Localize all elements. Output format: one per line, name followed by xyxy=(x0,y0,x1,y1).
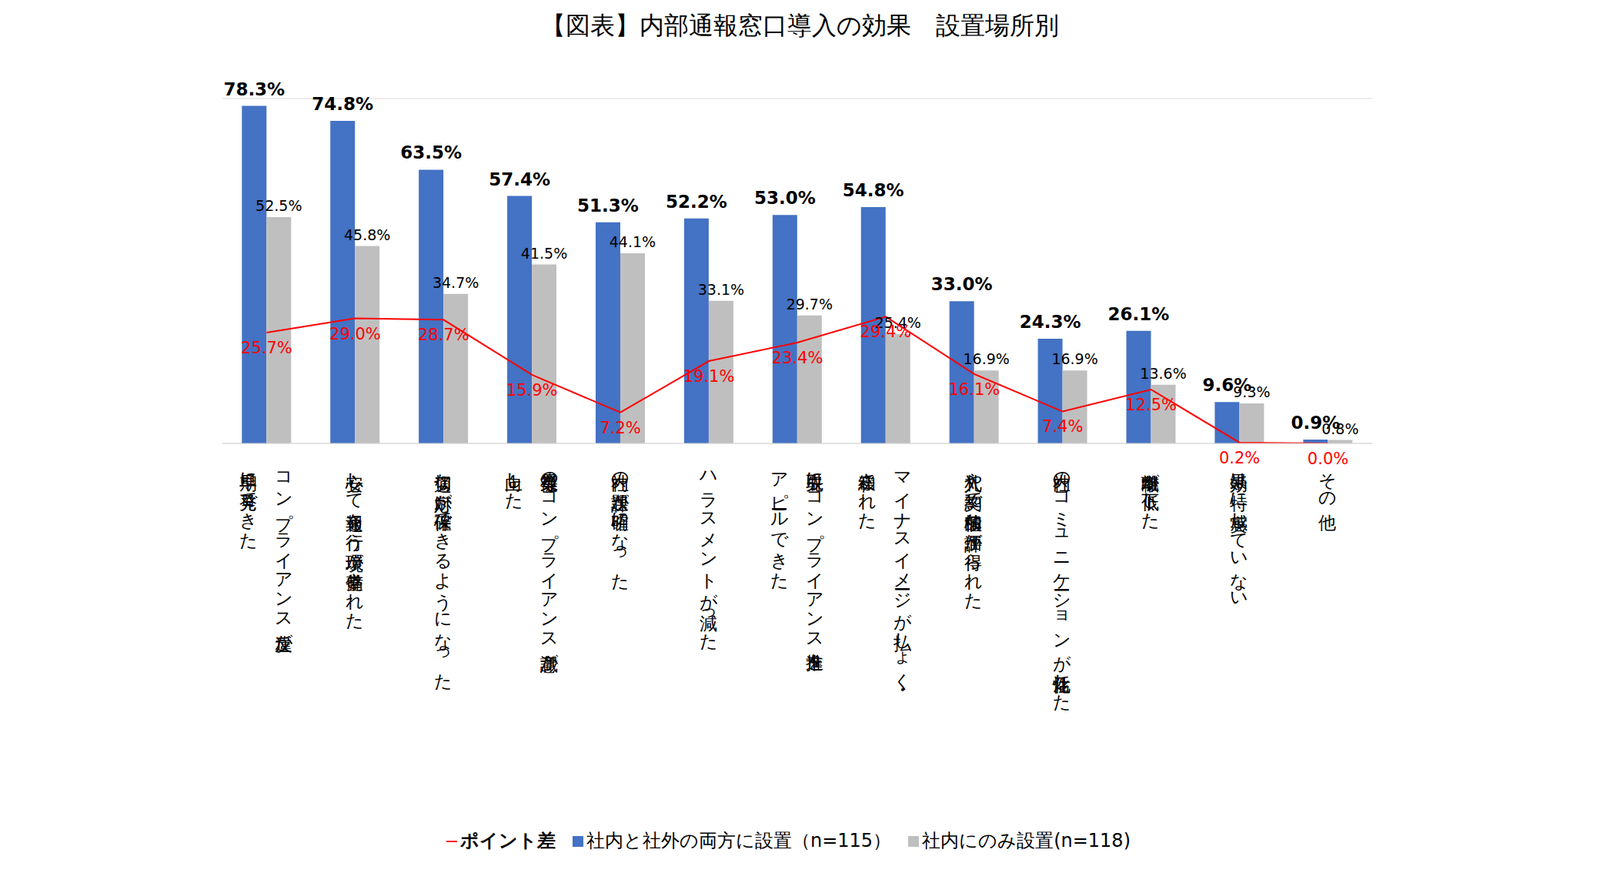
svg-text:従業員等のコンプライアンス意識が: 従業員等のコンプライアンス意識が xyxy=(539,460,560,674)
svg-text:ハラスメントが減った: ハラスメントが減った xyxy=(698,460,719,651)
svg-text:9.3%: 9.3% xyxy=(1232,383,1270,401)
svg-text:25.7%: 25.7% xyxy=(240,338,293,358)
svg-text:57.4%: 57.4% xyxy=(488,169,551,190)
html-text:【図表】内部通報窓口導入の効果 設置場所別: 【図表】内部通報窓口導入の効果 設置場所別 xyxy=(541,10,1059,41)
svg-text:16.9%: 16.9% xyxy=(1051,350,1098,368)
svg-text:取引先にコンプライアンス推進を: 取引先にコンプライアンス推進を xyxy=(805,460,826,672)
html-text:社内と社外の両方に設置（n=115）: 社内と社外の両方に設置（n=115） xyxy=(586,829,892,852)
svg-text:53.0%: 53.0% xyxy=(754,187,816,208)
svg-text:適切な対応が確保できるようになった: 適切な対応が確保できるようになった xyxy=(433,460,454,691)
svg-text:マイナスイメージが払しょく・: マイナスイメージが払しょく・ xyxy=(893,460,914,692)
svg-text:74.8%: 74.8% xyxy=(311,93,374,114)
svg-text:0.0%: 0.0% xyxy=(1307,449,1349,468)
svg-text:34.7%: 34.7% xyxy=(432,273,479,291)
svg-text:社内の課題が明確になった: 社内の課題が明確になった xyxy=(610,460,631,591)
svg-text:29.4%: 29.4% xyxy=(860,322,912,341)
svg-text:78.3%: 78.3% xyxy=(223,79,285,100)
html-text:ポイント差: ポイント差 xyxy=(460,829,556,852)
svg-text:緩和された: 緩和された xyxy=(858,460,879,530)
svg-text:離職率が低下した: 離職率が低下した xyxy=(1141,460,1162,530)
svg-text:16.1%: 16.1% xyxy=(948,380,1000,399)
svg-text:向上した: 向上した xyxy=(504,460,525,510)
svg-text:0.9%: 0.9% xyxy=(1291,412,1341,433)
svg-text:29.0%: 29.0% xyxy=(329,324,381,344)
svg-text:7.2%: 7.2% xyxy=(599,418,641,438)
svg-text:9.6%: 9.6% xyxy=(1202,374,1252,395)
svg-text:13.6%: 13.6% xyxy=(1139,364,1186,382)
svg-text:29.7%: 29.7% xyxy=(786,295,833,313)
svg-text:16.9%: 16.9% xyxy=(962,350,1009,368)
svg-text:0.2%: 0.2% xyxy=(1219,448,1260,468)
svg-text:33.1%: 33.1% xyxy=(698,280,745,298)
svg-text:12.5%: 12.5% xyxy=(1125,395,1177,415)
svg-text:33.0%: 33.0% xyxy=(931,273,993,294)
svg-text:28.7%: 28.7% xyxy=(417,325,470,345)
svg-text:0.8%: 0.8% xyxy=(1321,420,1359,438)
svg-text:41.5%: 41.5% xyxy=(521,244,568,262)
svg-text:7.4%: 7.4% xyxy=(1042,417,1083,436)
svg-text:社内のコミュニケーションが活性化した: 社内のコミュニケーションが活性化した xyxy=(1052,460,1073,712)
svg-text:早期に発見できた: 早期に発見できた xyxy=(238,460,259,550)
svg-text:51.3%: 51.3% xyxy=(577,195,639,216)
svg-text:効果は特に実感していない: 効果は特に実感していない xyxy=(1229,460,1250,605)
svg-text:63.5%: 63.5% xyxy=(400,142,462,163)
svg-text:アピールできた: アピールできた xyxy=(769,460,790,590)
svg-text:44.1%: 44.1% xyxy=(609,233,656,251)
svg-text:安心して通報を行う環境が整備された: 安心して通報を行う環境が整備された xyxy=(344,460,365,630)
svg-text:45.8%: 45.8% xyxy=(344,226,391,244)
svg-text:19.1%: 19.1% xyxy=(683,367,735,386)
svg-text:15.9%: 15.9% xyxy=(506,380,558,400)
svg-text:52.2%: 52.2% xyxy=(665,191,728,212)
html-text:社内にのみ設置(n=118): 社内にのみ設置(n=118) xyxy=(922,829,1131,852)
svg-text:その他: その他 xyxy=(1318,460,1339,532)
svg-text:54.8%: 54.8% xyxy=(842,180,905,201)
svg-text:52.5%: 52.5% xyxy=(255,197,302,214)
svg-text:26.1%: 26.1% xyxy=(1108,303,1170,325)
svg-text:入札や契約で積極的な評価が得られた: 入札や契約で積極的な評価が得られた xyxy=(964,460,985,610)
svg-text:コンプライアンス違反が: コンプライアンス違反が xyxy=(273,460,294,653)
svg-text:24.3%: 24.3% xyxy=(1019,311,1082,332)
svg-text:23.4%: 23.4% xyxy=(771,348,824,368)
